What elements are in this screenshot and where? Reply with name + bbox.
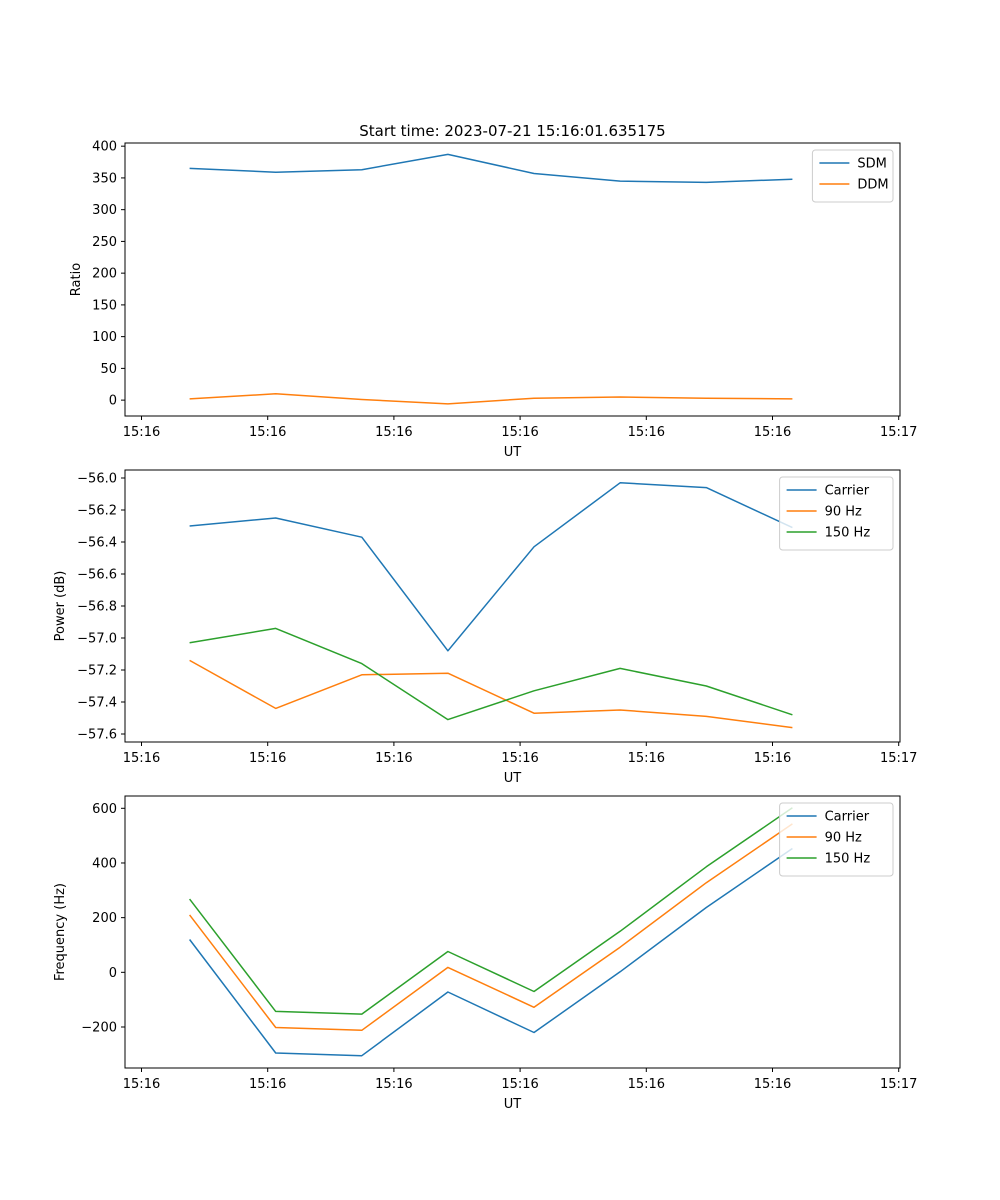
ratio-y-tick-label: 200 [92,267,117,282]
frequency-x-tick-label: 15:16 [249,1077,286,1092]
ratio-y-tick-label: 150 [92,298,117,313]
power-series-line-carrier [189,482,793,652]
frequency-y-tick-label: 200 [92,911,117,926]
ratio-x-tick-label: 15:16 [628,425,665,440]
ratio-y-tick-label: 300 [92,203,117,218]
ratio-x-tick-label: 15:16 [501,425,538,440]
power-x-tick-label: 15:16 [375,751,412,766]
frequency-series-line-carrier [189,847,793,1057]
power-y-tick-label: −56.6 [77,568,117,583]
ratio-legend-label: SDM [857,157,886,172]
power-x-tick-label: 15:17 [880,751,917,766]
frequency-x-tick-label: 15:16 [375,1077,412,1092]
frequency-x-tick-label: 15:16 [628,1077,665,1092]
ratio-y-tick-label: 400 [92,140,117,155]
power-series-line-90-hz [189,659,793,729]
ratio-x-tick-label: 15:16 [754,425,791,440]
power-y-tick-label: −56.4 [77,536,117,551]
frequency-x-tick-label: 15:16 [501,1077,538,1092]
power-y-tick-label: −57.2 [77,664,117,679]
ratio-y-tick-label: 350 [92,171,117,186]
frequency-y-tick-label: −200 [81,1020,117,1035]
frequency-y-tick-label: 0 [109,966,117,981]
power-y-axis-label: Power (dB) [53,571,68,642]
power-panel: −56.0 −56.2 −56.4 −56.6 −56.8 −57.0 −57.2 −57.4… [53,469,917,786]
power-x-tick-label: 15:16 [123,751,160,766]
frequency-series-line-90-hz [189,823,793,1032]
ratio-x-tick-label: 15:16 [375,425,412,440]
ratio-series-line-ddm [189,393,793,405]
ratio-y-axis-label: Ratio [69,263,84,296]
frequency-x-tick-label: 15:16 [123,1077,160,1092]
power-series-line-150-hz [189,627,793,721]
frequency-x-tick-label: 15:16 [754,1077,791,1092]
ratio-y-tick-label: 250 [92,235,117,250]
power-x-tick-label: 15:16 [249,751,286,766]
ratio-x-axis-label: UT [504,445,522,460]
power-legend-label: 150 Hz [825,526,871,541]
power-y-tick-label: −57.4 [77,696,117,711]
frequency-legend-label: 150 Hz [825,852,871,867]
ratio-series-line-sdm [189,153,793,184]
ratio-y-tick-label: 0 [109,394,117,409]
power-y-tick-label: −56.2 [77,504,117,519]
power-x-tick-label: 15:16 [501,751,538,766]
power-legend-label: 90 Hz [825,505,862,520]
power-x-axis-label: UT [504,771,522,786]
ratio-x-tick-label: 15:16 [123,425,160,440]
frequency-y-axis-label: Frequency (Hz) [53,883,68,981]
ratio-panel: 0 50 100 150 200 250 300 350 400 15:16 15:16 15:16 1… [69,140,917,460]
frequency-axes-frame [124,795,901,1069]
frequency-y-tick-label: 400 [92,856,117,871]
frequency-legend-label: 90 Hz [825,831,862,846]
frequency-series-line-150-hz [189,807,793,1015]
power-y-tick-label: −56.0 [77,472,117,487]
power-y-tick-label: −57.0 [77,632,117,647]
figure-title: Start time: 2023-07-21 15:16:01.635175 [359,122,665,140]
ratio-y-tick-label: 50 [100,362,117,377]
power-y-tick-label: −56.8 [77,600,117,615]
ratio-axes-frame [124,142,901,417]
frequency-legend-label: Carrier [825,810,870,825]
ratio-legend-label: DDM [857,178,888,193]
power-x-tick-label: 15:16 [628,751,665,766]
frequency-panel: −200 0 200 400 600 15:16 15:16 15:16 15:16 15:16 1… [53,795,917,1112]
frequency-y-tick-label: 600 [92,802,117,817]
power-legend-label: Carrier [825,484,870,499]
ratio-x-tick-label: 15:16 [249,425,286,440]
ratio-y-tick-label: 100 [92,330,117,345]
power-x-tick-label: 15:16 [754,751,791,766]
frequency-x-axis-label: UT [504,1097,522,1112]
frequency-x-tick-label: 15:17 [880,1077,917,1092]
ratio-x-tick-label: 15:17 [880,425,917,440]
power-y-tick-label: −57.6 [77,728,117,743]
